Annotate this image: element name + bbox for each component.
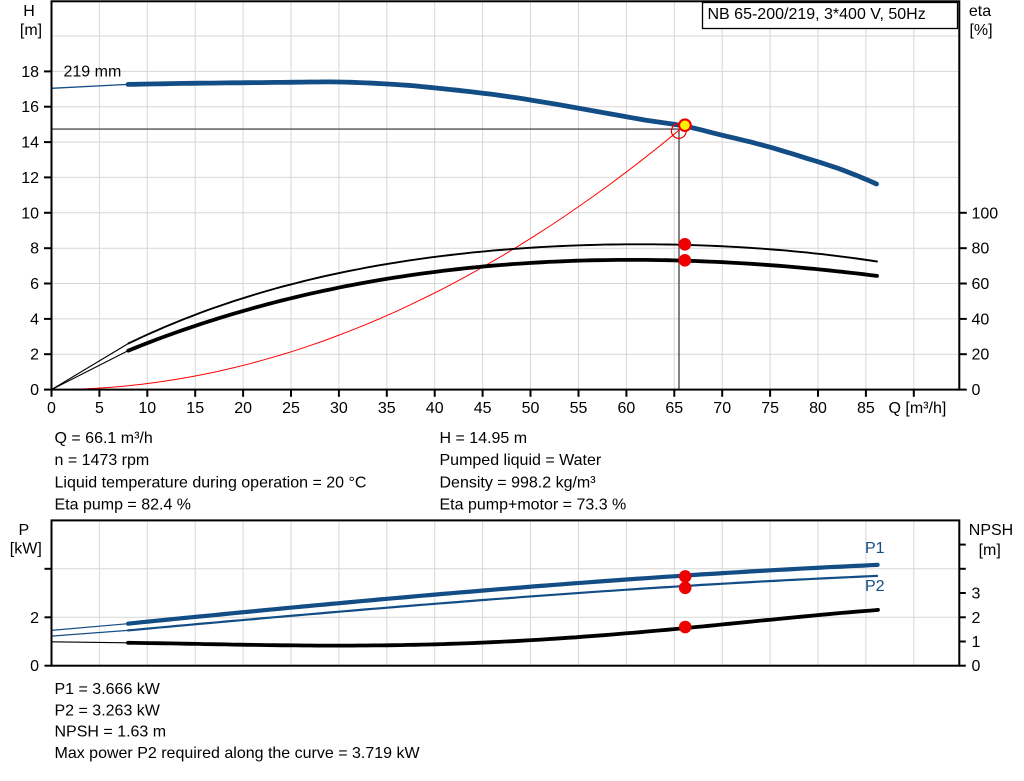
svg-text:Density = 998.2 kg/m³: Density = 998.2 kg/m³ — [440, 474, 597, 491]
svg-text:Q [m³/h]: Q [m³/h] — [889, 400, 947, 417]
svg-text:14: 14 — [21, 135, 39, 152]
svg-text:0: 0 — [30, 382, 39, 399]
svg-text:5: 5 — [95, 400, 104, 417]
svg-text:2: 2 — [30, 347, 39, 364]
svg-text:0: 0 — [972, 658, 981, 675]
svg-text:10: 10 — [138, 400, 156, 417]
svg-text:12: 12 — [21, 170, 39, 187]
svg-text:20: 20 — [234, 400, 252, 417]
svg-text:Liquid temperature during oper: Liquid temperature during operation = 20… — [55, 474, 367, 491]
svg-text:Eta pump+motor = 73.3 %: Eta pump+motor = 73.3 % — [440, 497, 627, 514]
svg-text:0: 0 — [972, 382, 981, 399]
svg-text:H: H — [23, 3, 35, 20]
svg-text:P: P — [18, 522, 29, 539]
svg-text:Q = 66.1 m³/h: Q = 66.1 m³/h — [55, 430, 153, 447]
svg-text:[m]: [m] — [979, 542, 1001, 559]
svg-text:18: 18 — [21, 64, 39, 81]
svg-text:0: 0 — [30, 658, 39, 675]
svg-text:40: 40 — [972, 311, 990, 328]
svg-text:H = 14.95 m: H = 14.95 m — [440, 430, 528, 447]
svg-text:60: 60 — [618, 400, 636, 417]
svg-text:Pumped liquid = Water: Pumped liquid = Water — [440, 452, 602, 469]
svg-text:85: 85 — [857, 400, 875, 417]
svg-text:n = 1473 rpm: n = 1473 rpm — [55, 452, 150, 469]
svg-text:20: 20 — [972, 347, 990, 364]
svg-text:0: 0 — [47, 400, 56, 417]
svg-text:P1: P1 — [865, 540, 885, 557]
svg-text:60: 60 — [972, 276, 990, 293]
svg-text:100: 100 — [972, 205, 999, 222]
svg-text:30: 30 — [330, 400, 348, 417]
svg-text:16: 16 — [21, 99, 39, 116]
svg-text:P1 = 3.666 kW: P1 = 3.666 kW — [55, 681, 161, 698]
svg-text:65: 65 — [665, 400, 683, 417]
svg-text:P2: P2 — [865, 578, 885, 595]
svg-text:15: 15 — [186, 400, 204, 417]
svg-text:8: 8 — [30, 241, 39, 258]
svg-text:45: 45 — [474, 400, 492, 417]
svg-text:50: 50 — [522, 400, 540, 417]
svg-text:80: 80 — [809, 400, 827, 417]
svg-text:NB 65-200/219, 3*400 V, 50Hz: NB 65-200/219, 3*400 V, 50Hz — [708, 6, 926, 23]
svg-text:219 mm: 219 mm — [64, 63, 122, 80]
svg-text:35: 35 — [378, 400, 396, 417]
svg-text:75: 75 — [761, 400, 779, 417]
svg-text:2: 2 — [972, 610, 981, 627]
svg-text:3: 3 — [972, 586, 981, 603]
svg-text:25: 25 — [282, 400, 300, 417]
svg-text:40: 40 — [426, 400, 444, 417]
svg-text:70: 70 — [713, 400, 731, 417]
svg-text:10: 10 — [21, 205, 39, 222]
svg-text:[m]: [m] — [20, 22, 42, 39]
svg-text:[%]: [%] — [969, 22, 992, 39]
svg-text:4: 4 — [30, 311, 39, 328]
svg-text:55: 55 — [570, 400, 588, 417]
svg-text:[kW]: [kW] — [10, 541, 42, 558]
svg-text:6: 6 — [30, 276, 39, 293]
svg-text:80: 80 — [972, 241, 990, 258]
svg-text:2: 2 — [30, 610, 39, 627]
svg-text:Max power P2 required along th: Max power P2 required along the curve = … — [55, 745, 421, 762]
svg-text:eta: eta — [969, 3, 991, 20]
svg-text:Eta pump = 82.4 %: Eta pump = 82.4 % — [55, 497, 192, 514]
svg-text:P2 = 3.263 kW: P2 = 3.263 kW — [55, 702, 161, 719]
svg-text:1: 1 — [972, 634, 981, 651]
svg-text:NPSH: NPSH — [969, 522, 1013, 539]
svg-text:NPSH = 1.63 m: NPSH = 1.63 m — [55, 724, 167, 741]
